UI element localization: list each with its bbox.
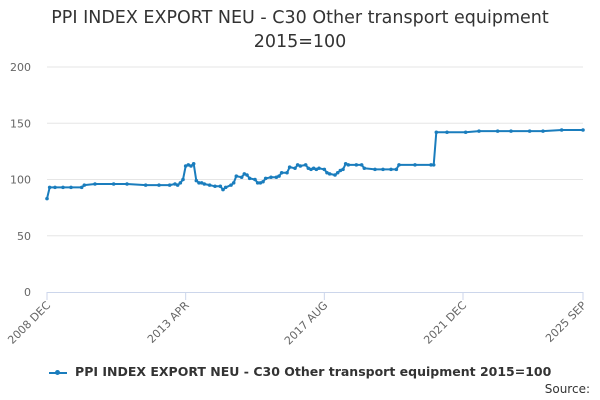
x-tick-label-4: 2025 SEP [543,299,589,345]
data-point-0-80 [477,129,481,133]
data-point-0-50 [298,164,303,168]
data-point-0-2 [53,185,57,190]
data-point-0-14 [175,183,180,187]
data-point-0-19 [189,164,193,168]
data-point-0-24 [202,182,207,186]
x-tick-label-3: 2021 DEC [421,299,469,347]
data-point-0-70 [381,167,385,172]
data-point-0-44 [277,174,281,178]
y-tick-label-200: 200 [10,61,31,74]
data-point-0-6 [82,183,87,187]
data-point-0-27 [218,184,223,189]
data-point-0-35 [245,173,249,177]
data-point-0-76 [431,163,436,167]
data-point-0-28 [221,187,225,192]
data-point-0-63 [341,167,345,172]
data-point-0-61 [335,170,340,175]
data-point-0-22 [197,181,201,185]
y-tick-label-0: 0 [24,286,31,299]
data-point-0-48 [293,166,297,171]
data-point-0-51 [303,163,308,167]
data-point-0-60 [333,173,337,177]
x-tick-label-0: 2008 DEC [5,299,53,347]
data-point-0-7 [93,182,97,186]
data-point-0-66 [354,163,359,167]
data-point-0-45 [279,170,284,175]
data-point-0-73 [397,163,401,167]
data-point-0-74 [413,163,417,167]
data-point-0-32 [234,174,239,178]
data-point-0-75 [429,163,433,167]
data-point-0-36 [247,176,252,181]
data-point-0-56 [317,166,321,171]
data-point-0-11 [157,183,161,187]
y-tick-label-150: 150 [10,117,31,130]
data-point-0-57 [322,167,327,172]
data-point-0-3 [61,185,65,190]
data-point-0-12 [167,183,172,187]
data-point-0-46 [285,170,289,175]
data-point-0-10 [143,183,148,187]
data-point-0-59 [327,172,332,176]
data-point-0-20 [191,161,196,166]
y-axis-ticks: 0 50 100 150 200 [10,61,31,299]
series-line-0 [46,129,583,199]
data-point-0-30 [229,183,233,187]
data-point-0-16 [181,177,185,182]
data-point-0-82 [509,129,513,133]
legend-label: PPI INDEX EXPORT NEU - C30 Other transpo… [75,364,552,379]
x-tick-label-1: 2013 APR [145,299,192,346]
data-point-0-37 [253,177,257,182]
data-point-0-86 [581,128,585,132]
y-tick-label-50: 50 [17,230,31,243]
data-point-0-9 [125,182,129,186]
legend-swatch-icon [48,369,67,375]
data-point-0-69 [373,167,377,172]
chart-title-line-1: PPI INDEX EXPORT NEU - C30 Other transpo… [51,8,549,28]
source-label: Source: [544,382,590,396]
data-point-0-78 [445,130,449,135]
chart-title: PPI INDEX EXPORT NEU - C30 Other transpo… [0,6,600,54]
data-point-0-65 [346,163,351,167]
series-layer [45,128,585,201]
data-point-0-26 [213,184,217,189]
data-point-0-68 [362,166,367,171]
legend[interactable]: PPI INDEX EXPORT NEU - C30 Other transpo… [0,364,600,379]
data-point-0-79 [463,130,468,135]
data-point-0-85 [559,128,564,132]
data-point-0-72 [394,167,399,172]
chart-title-line-2: 2015=100 [253,32,347,52]
data-point-0-83 [527,129,532,133]
data-point-0-67 [359,163,364,167]
data-point-0-8 [111,182,116,186]
data-point-0-77 [434,130,439,135]
data-point-0-4 [69,185,73,190]
y-tick-label-100: 100 [10,174,31,187]
data-point-0-1 [47,185,52,190]
data-point-0-40 [261,179,265,184]
data-point-0-25 [207,183,212,187]
data-point-0-21 [194,178,199,183]
data-point-0-15 [178,181,183,185]
data-point-0-0 [45,196,49,201]
data-point-0-33 [239,175,244,180]
x-axis: 2008 DEC 2013 APR 2017 AUG 2021 DEC 2025 SEP [5,292,589,347]
data-point-0-38 [255,181,260,185]
data-point-0-31 [231,181,236,185]
x-tick-label-2: 2017 AUG [282,299,331,348]
data-point-0-42 [269,175,273,180]
data-point-0-41 [263,176,268,181]
data-point-0-84 [541,129,545,133]
data-point-0-5 [79,185,84,190]
data-point-0-29 [223,185,228,190]
data-point-0-81 [495,129,500,133]
data-point-0-71 [389,167,393,172]
gridlines [47,66,583,237]
data-point-0-47 [287,165,292,169]
